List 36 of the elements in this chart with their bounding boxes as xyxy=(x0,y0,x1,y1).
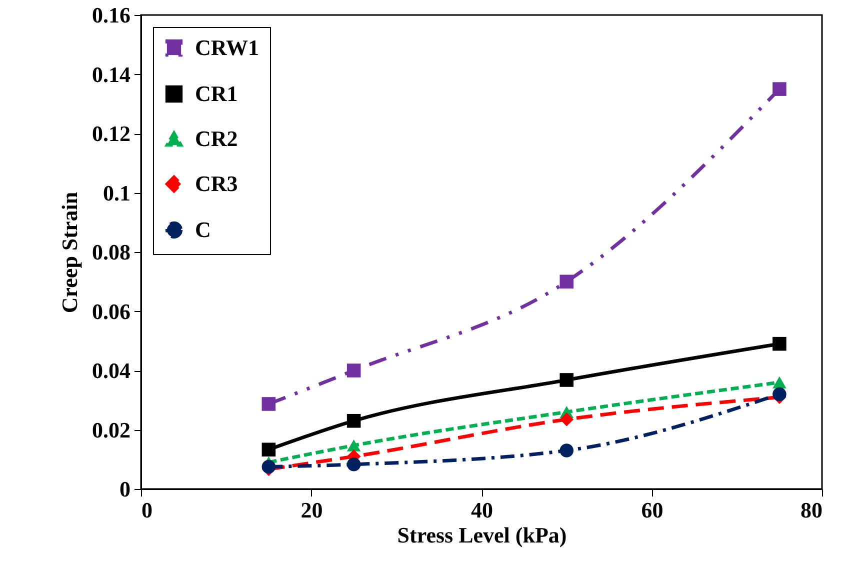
y-tick-label: 0.08 xyxy=(92,240,130,264)
point xyxy=(262,460,276,474)
x-tick-label: 20 xyxy=(300,498,323,522)
x-axis-title: Stress Level (kPa) xyxy=(397,522,567,548)
point xyxy=(560,373,574,387)
y-axis-title: Creep Strain xyxy=(57,192,82,314)
y-tick-label: 0.12 xyxy=(92,121,130,146)
y-tick-label: 0.1 xyxy=(103,180,130,206)
point xyxy=(560,444,574,458)
point xyxy=(346,414,361,428)
y-tick-label: 0.06 xyxy=(92,298,130,324)
legend-label: CR2 xyxy=(195,126,238,151)
point xyxy=(772,336,786,351)
point xyxy=(346,364,361,378)
legend-label: CR3 xyxy=(195,171,238,196)
x-tick-label: 0 xyxy=(142,498,152,522)
point xyxy=(560,412,574,426)
point xyxy=(346,439,361,452)
point xyxy=(772,82,786,96)
legend-label: CR1 xyxy=(195,81,238,106)
point xyxy=(262,442,276,456)
point xyxy=(772,387,786,402)
y-tick-label: 0.16 xyxy=(92,2,130,28)
y-tick-label: 0.04 xyxy=(92,358,130,383)
y-tick-label: 0 xyxy=(120,476,130,502)
y-tick-label: 0.14 xyxy=(92,62,130,87)
legend-label: CRW1 xyxy=(195,35,260,60)
legend-label: C xyxy=(195,217,211,242)
x-tick-label: 40 xyxy=(471,498,493,522)
point xyxy=(262,397,276,411)
point xyxy=(772,376,786,388)
y-tick-label: 0.02 xyxy=(92,417,130,442)
x-tick-label: 60 xyxy=(641,498,664,522)
point xyxy=(346,458,361,472)
x-tick-label: 80 xyxy=(800,498,822,522)
point xyxy=(560,274,574,289)
